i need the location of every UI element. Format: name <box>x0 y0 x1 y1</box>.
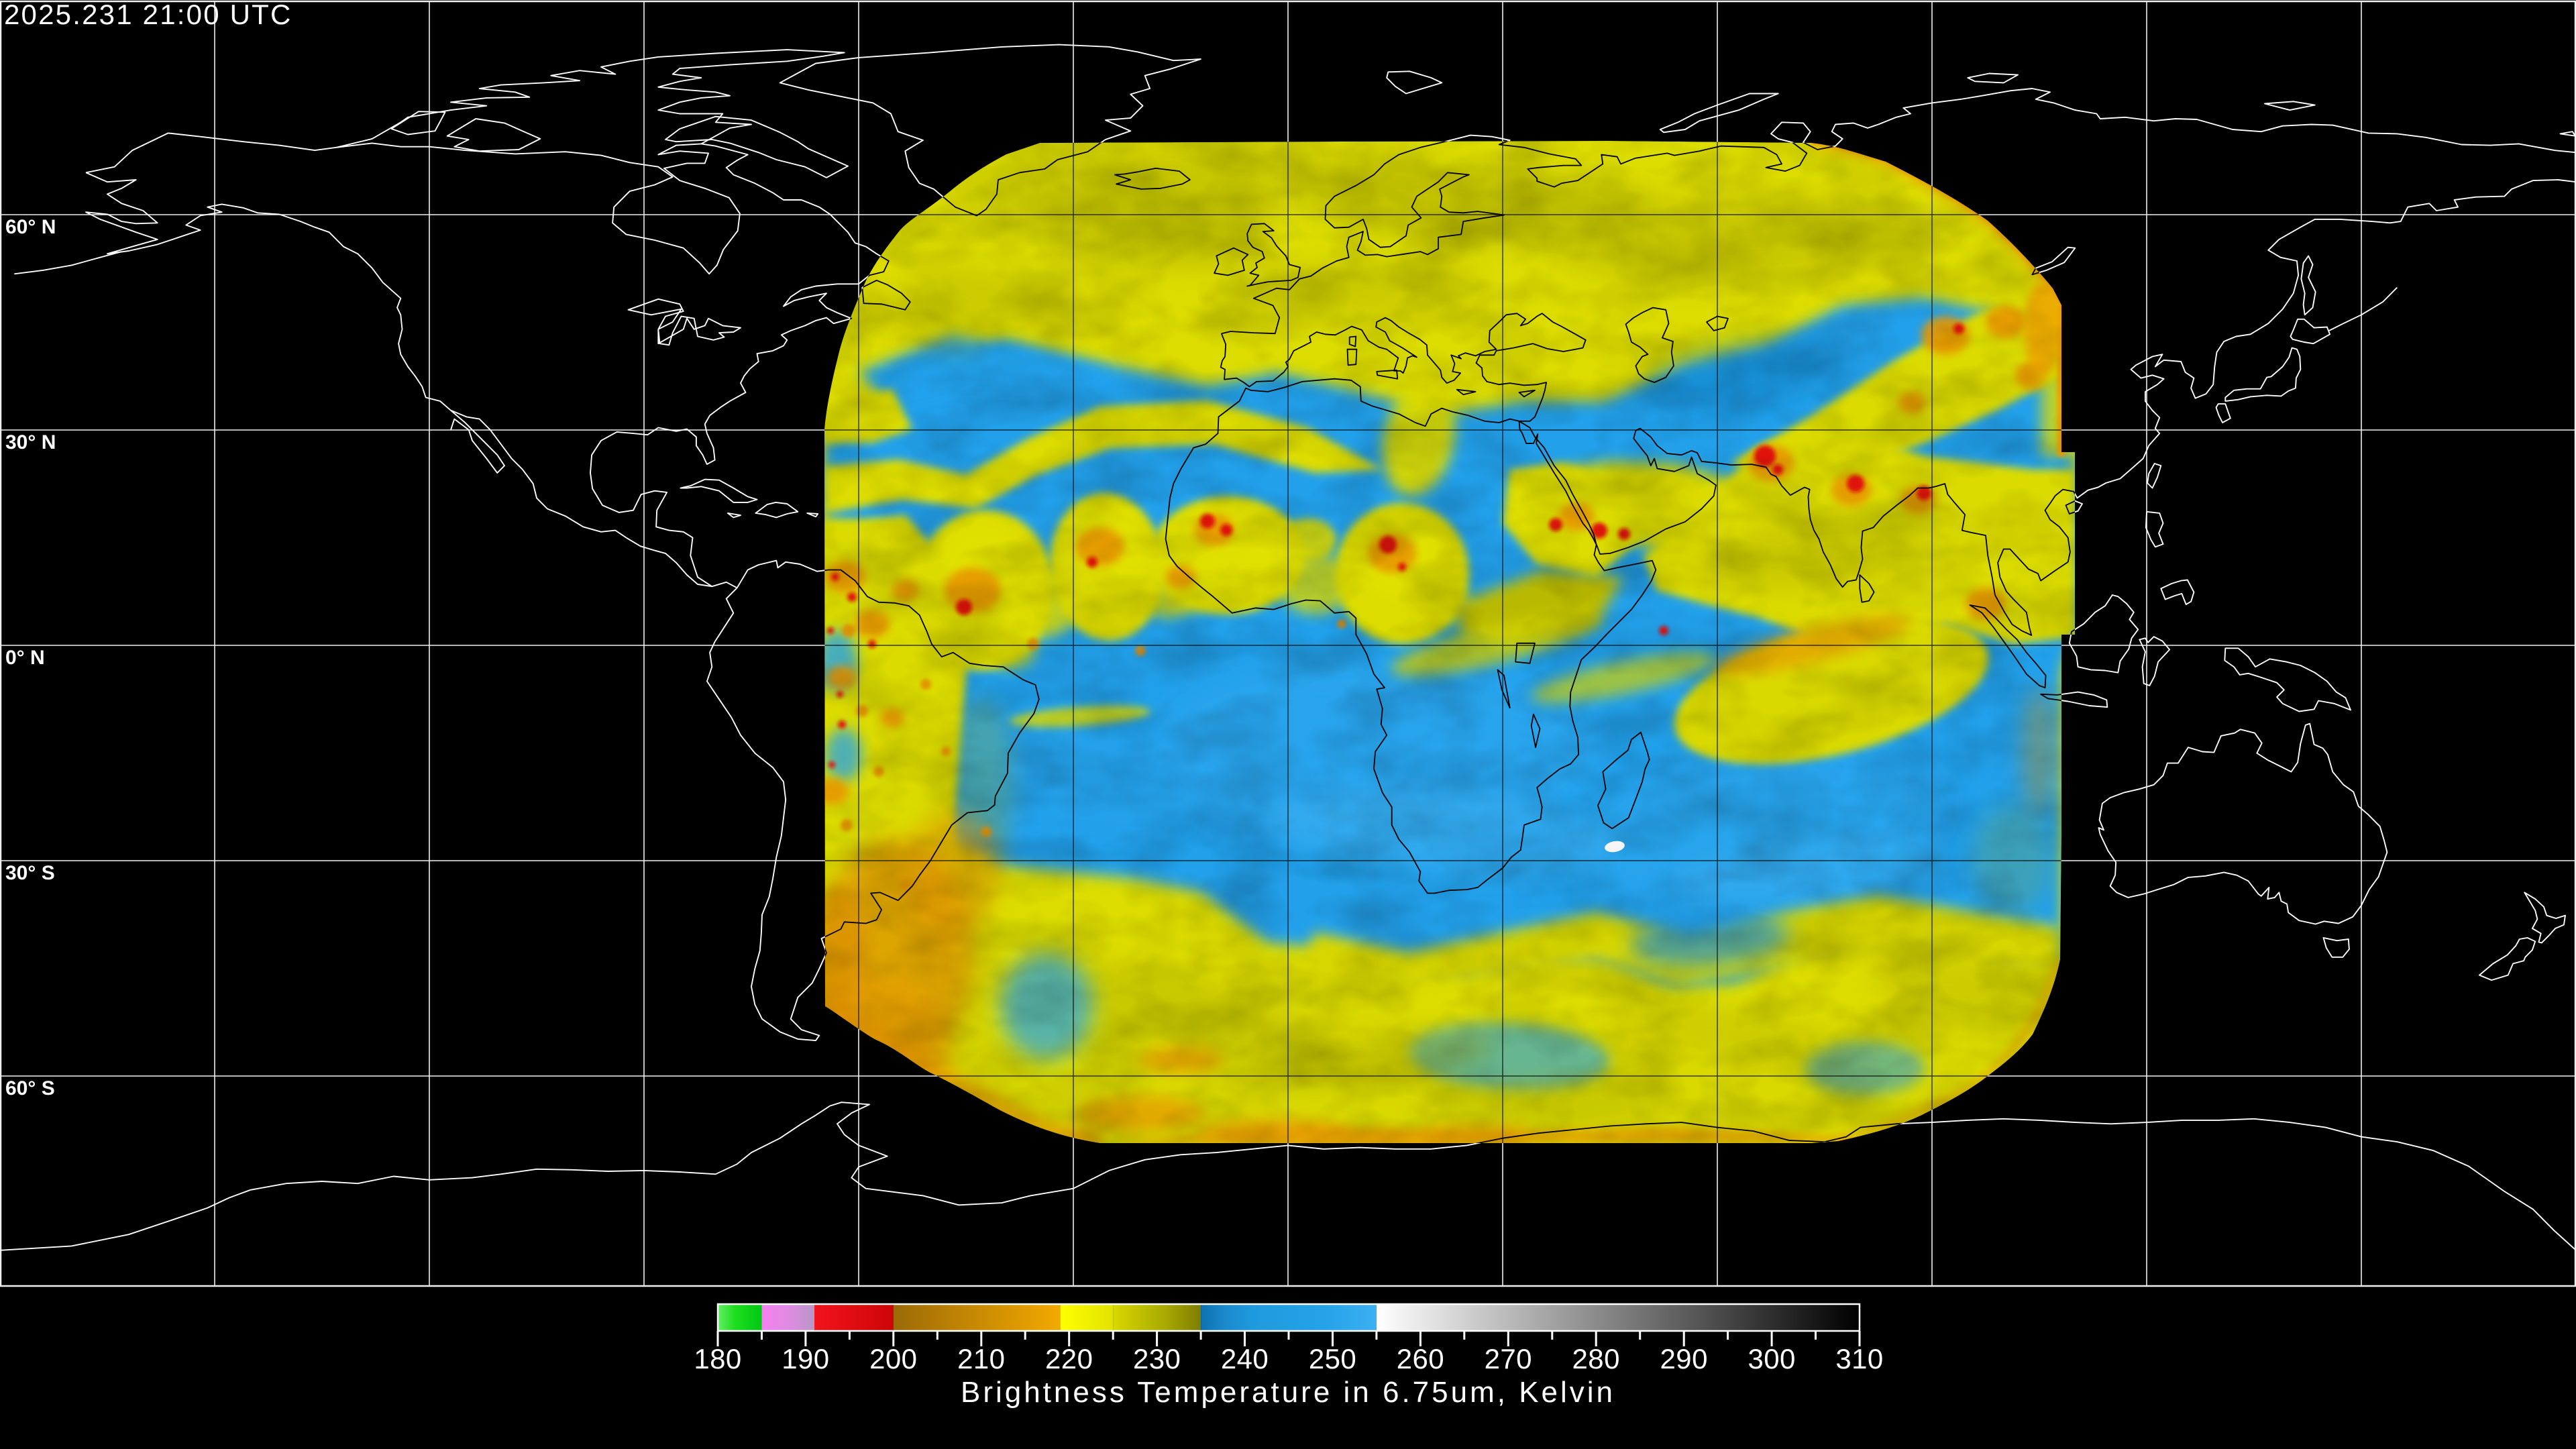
svg-text:180: 180 <box>694 1343 741 1375</box>
svg-text:310: 310 <box>1835 1343 1883 1375</box>
svg-text:200: 200 <box>869 1343 917 1375</box>
svg-text:60° S: 60° S <box>5 1077 55 1099</box>
svg-text:230: 230 <box>1133 1343 1181 1375</box>
svg-text:60° N: 60° N <box>5 216 56 238</box>
svg-text:250: 250 <box>1309 1343 1356 1375</box>
svg-text:220: 220 <box>1045 1343 1093 1375</box>
svg-text:290: 290 <box>1660 1343 1708 1375</box>
svg-text:210: 210 <box>957 1343 1005 1375</box>
svg-text:260: 260 <box>1397 1343 1444 1375</box>
svg-text:240: 240 <box>1221 1343 1269 1375</box>
svg-text:270: 270 <box>1485 1343 1532 1375</box>
svg-text:280: 280 <box>1572 1343 1620 1375</box>
svg-text:30° N: 30° N <box>5 431 56 453</box>
svg-text:300: 300 <box>1748 1343 1795 1375</box>
svg-text:30° S: 30° S <box>5 862 55 884</box>
svg-text:0° N: 0° N <box>5 647 45 669</box>
svg-text:190: 190 <box>782 1343 829 1375</box>
svg-text:Brightness Temperature in 6.75: Brightness Temperature in 6.75um, Kelvin <box>961 1376 1615 1409</box>
svg-text:2025.231 21:00 UTC: 2025.231 21:00 UTC <box>4 0 292 30</box>
